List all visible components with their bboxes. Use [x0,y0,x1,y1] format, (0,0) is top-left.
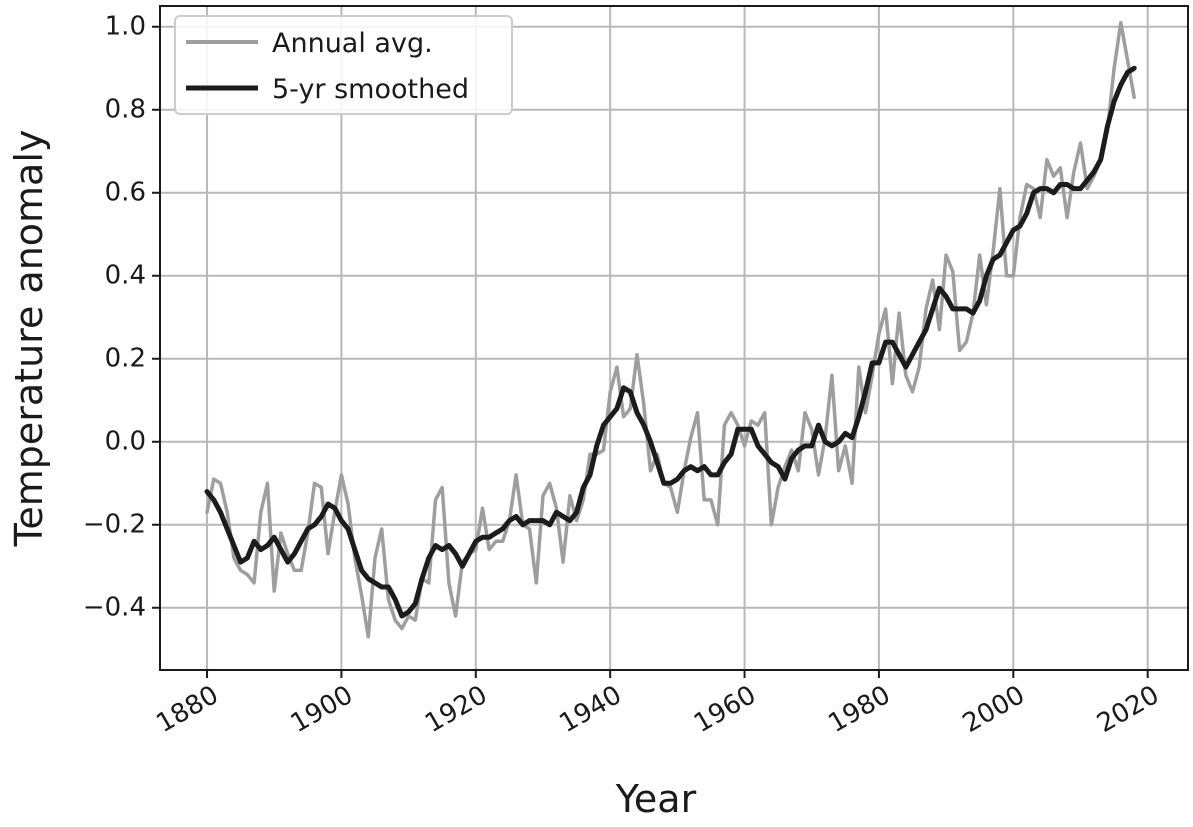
legend-label-smoothed: 5-yr smoothed [272,74,469,105]
series-line-annual [205,20,1136,639]
plot-frame [159,5,1189,671]
y-tick-label: −0.2 [83,509,146,539]
series-line-smoothed [204,65,1137,619]
x-tick-label: 1940 [555,680,627,739]
y-tick-label: 0.6 [105,177,146,207]
y-axis-title: Temperature anomaly [7,130,51,548]
y-tick-label: 0.0 [105,426,146,456]
x-tick-label: 2000 [958,680,1030,739]
series-lines [204,20,1137,639]
x-tick-label: 1960 [689,680,761,739]
x-axis-title: Year [615,777,697,821]
y-tick-label: 1.0 [105,11,146,41]
y-tick-label: 0.4 [105,260,146,290]
x-tick-label: 1980 [823,680,895,739]
y-tick-label: 0.8 [105,94,146,124]
legend-box [174,15,513,115]
x-tick-label: 1880 [151,680,223,739]
y-tick-label: 0.2 [105,343,146,373]
axis-ticks: 1880 1900 1920 1940 1960 1980 2000 2020 −0.4 −0.2… [83,11,1165,739]
y-tick-label: −0.4 [83,592,146,622]
legend-label-annual: Annual avg. [272,28,433,59]
x-tick-label: 1920 [420,680,492,739]
x-tick-label: 1900 [286,680,358,739]
legend: Annual avg. 5-yr smoothed [174,15,513,115]
x-tick-label: 2020 [1092,680,1164,739]
